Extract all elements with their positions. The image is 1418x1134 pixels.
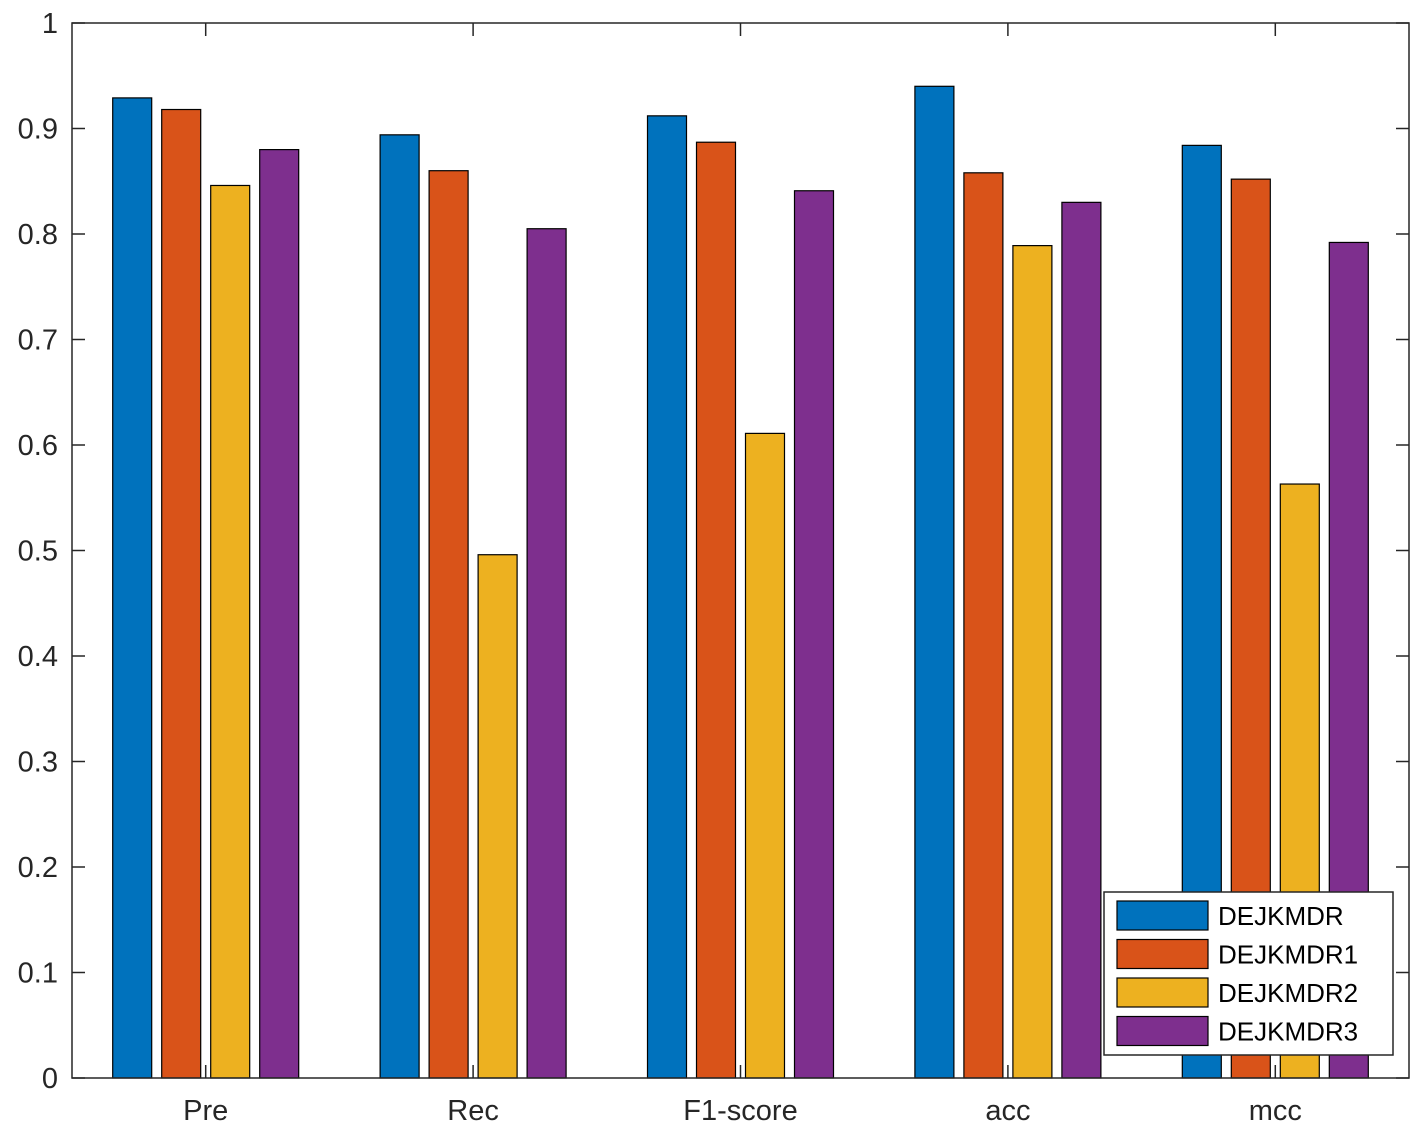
bar-dejkmdr-acc	[914, 85, 955, 1079]
x-tick-label: acc	[985, 1095, 1030, 1127]
legend-swatch-dejkmdr	[1116, 900, 1209, 931]
legend-swatch-dejkmdr3	[1116, 1015, 1209, 1047]
ticks-group: 0 0.1 0.2 0.3 0.4 0.5 0.6 0.7 0.8 0.9 1 Pre Rec F1-sc…	[18, 8, 1409, 1127]
bar-dejkmdr2-pre	[210, 184, 251, 1079]
y-tick-label: 0.4	[18, 641, 58, 673]
legend-label-dejkmdr: DEJKMDR	[1218, 901, 1344, 931]
bar-dejkmdr-f1-score	[646, 115, 688, 1079]
x-tick-label: F1-score	[683, 1095, 797, 1127]
y-tick-label: 0.2	[18, 852, 58, 884]
x-tick-label: Rec	[447, 1095, 499, 1127]
bar-dejkmdr2-rec	[477, 554, 518, 1079]
bar-dejkmdr1-rec	[428, 170, 469, 1079]
legend-label-dejkmdr3: DEJKMDR3	[1218, 1017, 1358, 1047]
axes-box	[71, 22, 1410, 1079]
bar-dejkmdr1-pre	[161, 108, 202, 1079]
legend-label-dejkmdr1: DEJKMDR1	[1218, 940, 1358, 970]
y-tick-label: 0.3	[18, 747, 58, 779]
bars-group	[112, 85, 1369, 1079]
y-tick-label: 0.6	[18, 430, 58, 462]
bar-dejkmdr3-pre	[259, 149, 300, 1079]
bar-dejkmdr-pre	[112, 97, 153, 1079]
y-tick-label: 1	[42, 8, 58, 40]
x-tick-label: Pre	[183, 1095, 228, 1127]
bar-dejkmdr-rec	[379, 134, 420, 1079]
bar-dejkmdr2-f1-score	[744, 432, 786, 1079]
y-tick-label: 0.1	[18, 958, 58, 990]
y-tick-label: 0.8	[18, 219, 58, 251]
x-tick-label: mcc	[1249, 1095, 1302, 1127]
bar-dejkmdr3-acc	[1061, 201, 1102, 1079]
y-tick-label: 0.9	[18, 114, 58, 146]
bar-dejkmdr1-acc	[963, 172, 1004, 1079]
bar-dejkmdr2-acc	[1012, 245, 1053, 1079]
legend-swatch-dejkmdr1	[1116, 938, 1209, 970]
bar-dejkmdr1-f1-score	[695, 141, 737, 1079]
bar-dejkmdr3-f1-score	[793, 190, 835, 1079]
legend-label-dejkmdr2: DEJKMDR2	[1218, 978, 1358, 1008]
bar-dejkmdr3-rec	[526, 228, 567, 1079]
y-tick-label: 0.7	[18, 325, 58, 357]
y-tick-label: 0	[42, 1063, 58, 1095]
legend: DEJKMDR DEJKMDR1 DEJKMDR2 DEJKMDR3	[1103, 891, 1394, 1056]
y-tick-label: 0.5	[18, 536, 58, 568]
legend-swatch-dejkmdr2	[1116, 977, 1209, 1008]
